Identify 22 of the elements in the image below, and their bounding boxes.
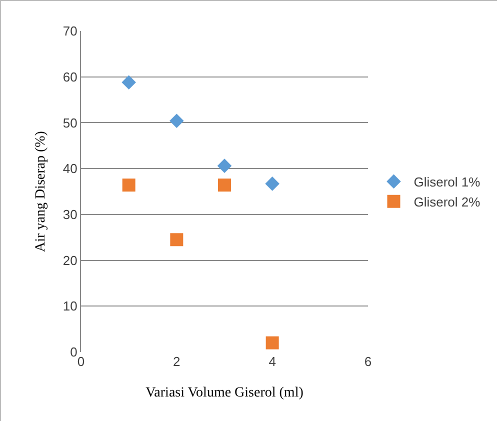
y-tick-label: 60 [62, 69, 78, 84]
point [122, 75, 136, 90]
legend-label: Gliserol 2% [414, 194, 481, 210]
point [266, 336, 279, 350]
x-tick-label: 4 [268, 354, 276, 369]
legend-label: Gliserol 1% [414, 174, 481, 190]
point [217, 158, 232, 173]
point [218, 178, 231, 192]
point [122, 178, 136, 192]
point [170, 233, 184, 246]
point [265, 176, 280, 191]
x-axis-title: Variasi Volume Giserol (ml) [146, 385, 304, 400]
y-tick-label: 50 [62, 115, 78, 130]
x-tick-label: 6 [364, 354, 372, 369]
x-tick-label: 2 [173, 354, 180, 369]
y-tick-label: 70 [62, 24, 78, 39]
point [170, 114, 184, 128]
y-axis-title: Air yang Diserap (%) [34, 130, 49, 252]
y-tick-label: 20 [62, 252, 78, 268]
y-tick-label: 10 [62, 298, 78, 314]
y-tick-label: 30 [62, 206, 78, 222]
y-tick-label: 40 [62, 161, 78, 176]
